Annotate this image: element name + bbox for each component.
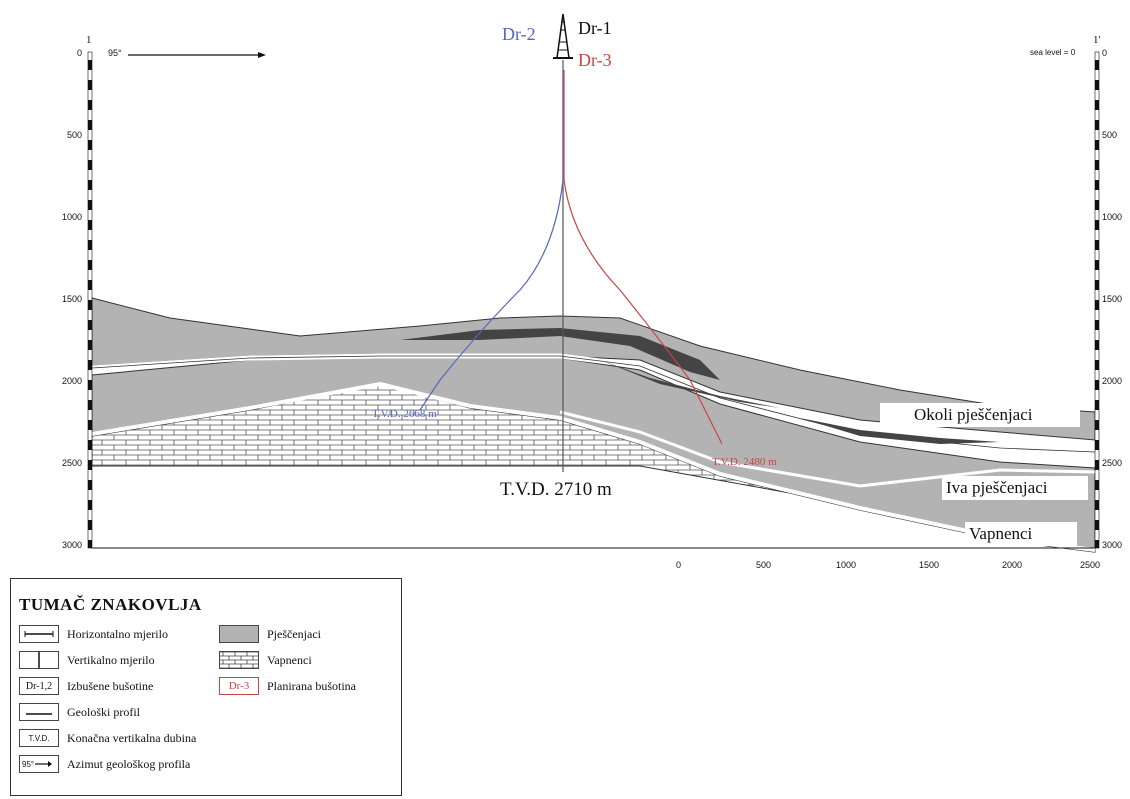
legend-item-azimuth: 95° Azimut geološkog profila: [19, 753, 190, 775]
lens-3: [800, 418, 1000, 444]
azimuth-icon: 95°: [19, 755, 59, 773]
legend-label: Vapnenci: [267, 652, 312, 667]
right-depth-tick: 2500: [1102, 458, 1123, 468]
drilled-wells-symbol: Dr-1,2: [19, 677, 59, 695]
legend-label: Geološki profil: [67, 704, 140, 719]
legend-item-sandstone: Pješčenjaci: [219, 623, 321, 645]
scale-tick-label: 1500: [919, 560, 940, 570]
left-depth-tick: 2000: [61, 376, 82, 386]
right-depth-tick: 500: [1102, 130, 1118, 140]
scale-tick-label: 2000: [1002, 560, 1023, 570]
well-label-dr1: Dr-1: [578, 18, 612, 38]
dr3-well-path: [563, 70, 723, 445]
scale-tick-label: 1000: [836, 560, 857, 570]
geological-cross-section: [87, 13, 1100, 553]
azimuth-symbol: 95°: [22, 759, 35, 769]
derrick-icon: [553, 13, 573, 59]
azimuth-label: 95°: [108, 48, 122, 58]
tvd-symbol: T.V.D.: [19, 729, 59, 747]
left-depth-tick: 500: [66, 130, 82, 140]
right-depth-axis: [1094, 51, 1100, 549]
legend-label: Horizontalno mjerilo: [67, 626, 168, 641]
left-depth-tick: 0: [76, 48, 82, 58]
well-label-dr3: Dr-3: [578, 50, 612, 70]
scale-tick-label: 500: [756, 560, 772, 570]
scale-tick-label: 2500: [1080, 560, 1101, 570]
formation-label-iva: Iva pješčenjaci: [942, 476, 1088, 500]
right-depth-tick: 3000: [1102, 540, 1123, 550]
scale-tick-label: 0: [676, 560, 682, 570]
legend-box: TUMAČ ZNAKOVLJA Horizontalno mjerilo Ver…: [10, 578, 402, 796]
azimuth-arrowhead: [258, 52, 266, 58]
tvd-dr2-label: T.V.D. 2668 m: [372, 408, 437, 420]
right-depth-tick: 1000: [1102, 212, 1123, 222]
tvd-main-label: T.V.D. 2710 m: [500, 479, 612, 500]
legend-label: Izbušene bušotine: [67, 678, 154, 693]
legend-label: Vertikalno mjerilo: [67, 652, 155, 667]
lens-1: [400, 328, 720, 380]
legend-label: Konačna vertikalna dubina: [67, 730, 197, 745]
legend-item-limestone: Vapnenci: [219, 649, 312, 671]
horizontal-scale-icon: [19, 625, 59, 643]
legend-item-planned-well: Dr-3 Planirana bušotina: [219, 675, 356, 697]
vertical-scale-icon: [19, 651, 59, 669]
left-depth-tick: 3000: [61, 540, 82, 550]
legend-item-horizontal-scale: Horizontalno mjerilo: [19, 623, 168, 645]
formation-label-okoli: Okoli pješčenjaci: [880, 403, 1080, 427]
left-depth-tick: 1500: [61, 294, 82, 304]
legend-item-geological-profile: Geološki profil: [19, 701, 140, 723]
left-depth-tick: 1000: [61, 212, 82, 222]
left-depth-axis: [87, 51, 93, 549]
planned-well-symbol: Dr-3: [219, 677, 259, 695]
profile-start-label: 1: [86, 34, 92, 46]
boundary-line-3: [91, 381, 1096, 552]
legend-label: Planirana bušotina: [267, 678, 356, 693]
right-depth-tick: 1500: [1102, 294, 1123, 304]
formation-label-vapnenci: Vapnenci: [965, 522, 1077, 546]
legend-item-drilled-wells: Dr-1,2 Izbušene bušotine: [19, 675, 153, 697]
left-depth-tick: 2500: [61, 458, 82, 468]
well-label-dr2: Dr-2: [502, 24, 536, 44]
legend-title: TUMAČ ZNAKOVLJA: [19, 595, 202, 614]
geological-profile-icon: [19, 703, 59, 721]
sandstone-swatch: [219, 625, 259, 643]
right-depth-tick: 2000: [1102, 376, 1123, 386]
legend-label: Azimut geološkog profila: [67, 756, 191, 771]
tvd-dr3-label: T.V.D. 2480 m: [712, 456, 777, 468]
limestone-swatch: [219, 651, 259, 669]
legend-item-vertical-scale: Vertikalno mjerilo: [19, 649, 155, 671]
legend-label: Pješčenjaci: [267, 626, 321, 641]
legend-item-tvd: T.V.D. Konačna vertikalna dubina: [19, 727, 196, 749]
sea-level-label: sea level = 0: [1030, 48, 1076, 57]
right-depth-tick: 0: [1102, 48, 1108, 58]
profile-end-label: 1': [1093, 34, 1101, 46]
dr2-well-path: [419, 70, 564, 411]
boundary-line-4: [559, 410, 1096, 488]
